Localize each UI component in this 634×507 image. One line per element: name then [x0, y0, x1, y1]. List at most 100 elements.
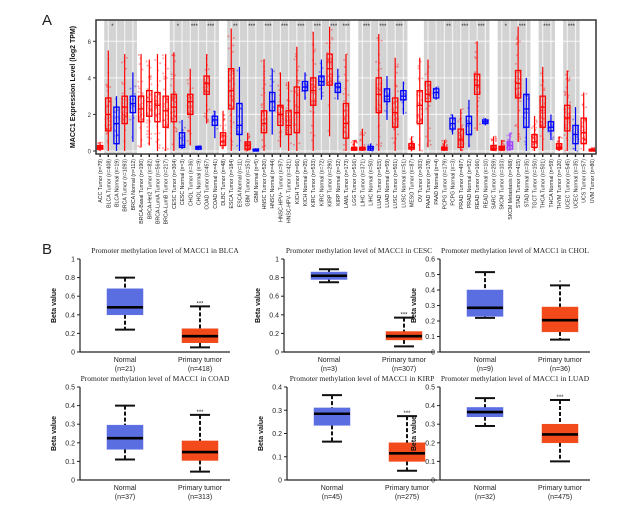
x-tick-label: CESC Tumor (n=304): [172, 159, 178, 209]
data-point: [318, 70, 321, 73]
box: [129, 95, 137, 114]
box: [219, 132, 227, 147]
data-point: [285, 83, 288, 86]
data-point: [239, 107, 242, 110]
data-point: [518, 109, 521, 112]
data-point: [442, 143, 445, 146]
data-point: [515, 95, 518, 98]
data-point: [171, 143, 174, 146]
data-point: [515, 123, 518, 126]
data-point: [134, 85, 137, 88]
x-category-label: Normal: [318, 357, 341, 364]
x-tick-label: CHOL Tumor (n=36): [188, 159, 194, 206]
data-point: [495, 140, 498, 143]
x-tick-label: BRCA-Her2 Tumor (n=82): [147, 159, 153, 219]
data-point: [559, 144, 562, 147]
box: [162, 95, 169, 128]
data-point: [534, 136, 537, 139]
data-point: [137, 80, 140, 83]
data-point: [564, 149, 567, 152]
data-point: [502, 142, 505, 145]
x-tick-label: KIRP Tumor (n=290): [328, 159, 334, 207]
data-point: [145, 121, 148, 124]
box: [334, 82, 342, 94]
box: [465, 115, 473, 136]
data-point: [273, 70, 276, 73]
data-point: [137, 90, 140, 93]
data-point: [170, 84, 173, 87]
x-tick-label: LUSC Normal (n=51): [401, 159, 407, 208]
data-point: [395, 120, 398, 123]
box: [473, 73, 481, 95]
significance-marker: *: [559, 280, 562, 286]
significance-marker: ***: [400, 313, 408, 319]
x-tick-label: BRCA-Basal Tumor (n=190): [139, 159, 145, 224]
data-point: [161, 146, 164, 149]
data-point: [503, 139, 506, 142]
significance-marker: ***: [478, 24, 486, 30]
data-point: [474, 50, 477, 53]
data-point: [170, 73, 173, 76]
data-point: [158, 79, 161, 82]
data-point: [350, 141, 353, 144]
data-point: [105, 85, 108, 88]
data-point: [155, 99, 158, 102]
data-point: [175, 130, 178, 133]
data-point: [563, 90, 566, 93]
y-tick-label: 0.4: [269, 312, 279, 319]
data-point: [186, 139, 189, 142]
data-point: [106, 105, 109, 108]
data-point: [395, 100, 398, 103]
chart-title: Promoter methylation level of MACC1 in C…: [286, 246, 432, 255]
data-point: [442, 145, 445, 148]
data-point: [343, 118, 346, 121]
data-point: [157, 93, 160, 96]
data-point: [105, 83, 108, 86]
data-point: [310, 83, 313, 86]
box: [424, 80, 432, 103]
x-tick-label: KIRC Normal (n=72): [319, 159, 325, 206]
significance-marker: *: [505, 24, 508, 30]
y-tick-label: 0.6: [65, 294, 75, 301]
data-point: [428, 95, 431, 98]
y-tick-label: 0.3: [65, 422, 75, 429]
data-point: [585, 106, 588, 109]
box: [466, 289, 504, 317]
panel-b-label: B: [42, 241, 53, 258]
data-point: [138, 96, 141, 99]
y-tick-label: 0.4: [425, 403, 435, 410]
box: [383, 88, 391, 103]
x-tick-label: SKCM Tumor (n=103): [500, 159, 506, 210]
y-axis-label: Beta value: [411, 288, 418, 323]
data-point: [540, 112, 543, 115]
data-point: [311, 139, 314, 142]
y-tick-label: 0.4: [65, 403, 75, 410]
y-axis-label: Beta value: [51, 288, 58, 323]
data-point: [149, 78, 152, 81]
data-point: [342, 99, 345, 102]
x-tick-label: KICH Normal (n=25): [303, 159, 309, 206]
box: [416, 90, 424, 125]
x-tick-label: READ Normal (n=10): [483, 159, 489, 208]
data-point: [519, 137, 522, 140]
data-point: [506, 138, 509, 141]
x-tick-label: CESC Normal (n=3): [180, 159, 186, 206]
data-point: [285, 82, 288, 85]
y-tick-label: 0: [71, 350, 75, 357]
data-point: [326, 51, 329, 54]
data-point: [138, 87, 141, 90]
data-point: [146, 132, 149, 135]
data-point: [474, 41, 477, 44]
data-point: [584, 138, 587, 141]
y-tick-label: 0.2: [425, 319, 435, 326]
data-point: [567, 79, 570, 82]
methylation-chart-2: Promoter methylation level of MACC1 in C…: [411, 246, 590, 373]
data-point: [166, 101, 169, 104]
data-point: [171, 97, 174, 100]
x-tick-label: OV Tumor (n=303): [418, 159, 424, 202]
x-tick-label: PCPG Tumor (n=179): [442, 159, 448, 210]
data-point: [146, 64, 149, 67]
data-point: [122, 116, 125, 119]
plot-border: [95, 19, 597, 155]
x-category-label: Normal: [114, 485, 137, 492]
